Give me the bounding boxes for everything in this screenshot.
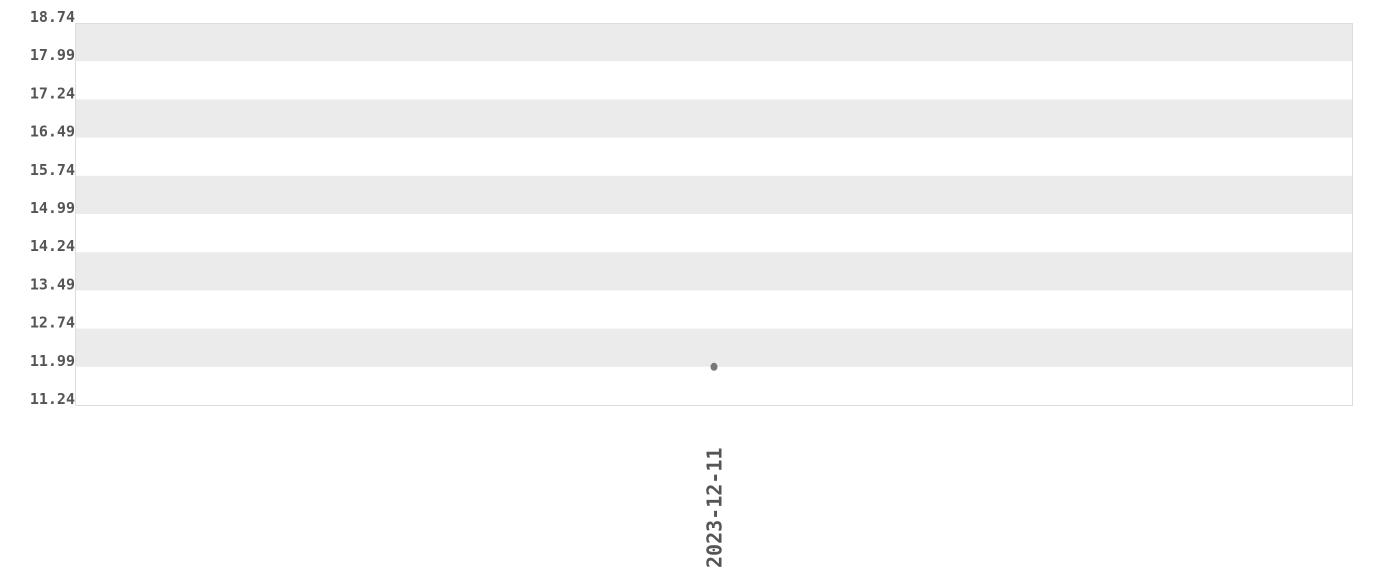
y-tick-label: 11.24: [30, 390, 75, 408]
y-tick-label: 14.24: [30, 237, 75, 255]
y-tick-label: 16.49: [30, 123, 75, 141]
data-points: [710, 362, 718, 371]
grid-band: [75, 99, 1352, 138]
grid-bands: [75, 23, 1352, 367]
y-tick-label: 13.49: [30, 275, 75, 293]
y-tick-label: 18.74: [30, 8, 75, 26]
x-tick-label: 2023-12-11: [703, 448, 727, 568]
grid-band: [75, 252, 1352, 291]
y-tick-label: 17.99: [30, 46, 75, 64]
y-axis: 11.24 11.99 12.74 13.49 14.24 14.99 15.74 16.49…: [30, 8, 75, 408]
grid-band: [75, 175, 1352, 214]
y-tick-label: 11.99: [30, 352, 75, 370]
grid-band: [75, 328, 1352, 367]
data-point: [710, 362, 718, 371]
y-tick-label: 12.74: [30, 314, 75, 332]
y-tick-label: 14.99: [30, 199, 75, 217]
y-tick-label: 17.24: [30, 84, 75, 102]
plot-border: [75, 23, 1353, 406]
y-tick-label: 15.74: [30, 161, 75, 179]
grid-band: [75, 23, 1352, 62]
x-axis: 2023-12-11: [703, 448, 727, 568]
